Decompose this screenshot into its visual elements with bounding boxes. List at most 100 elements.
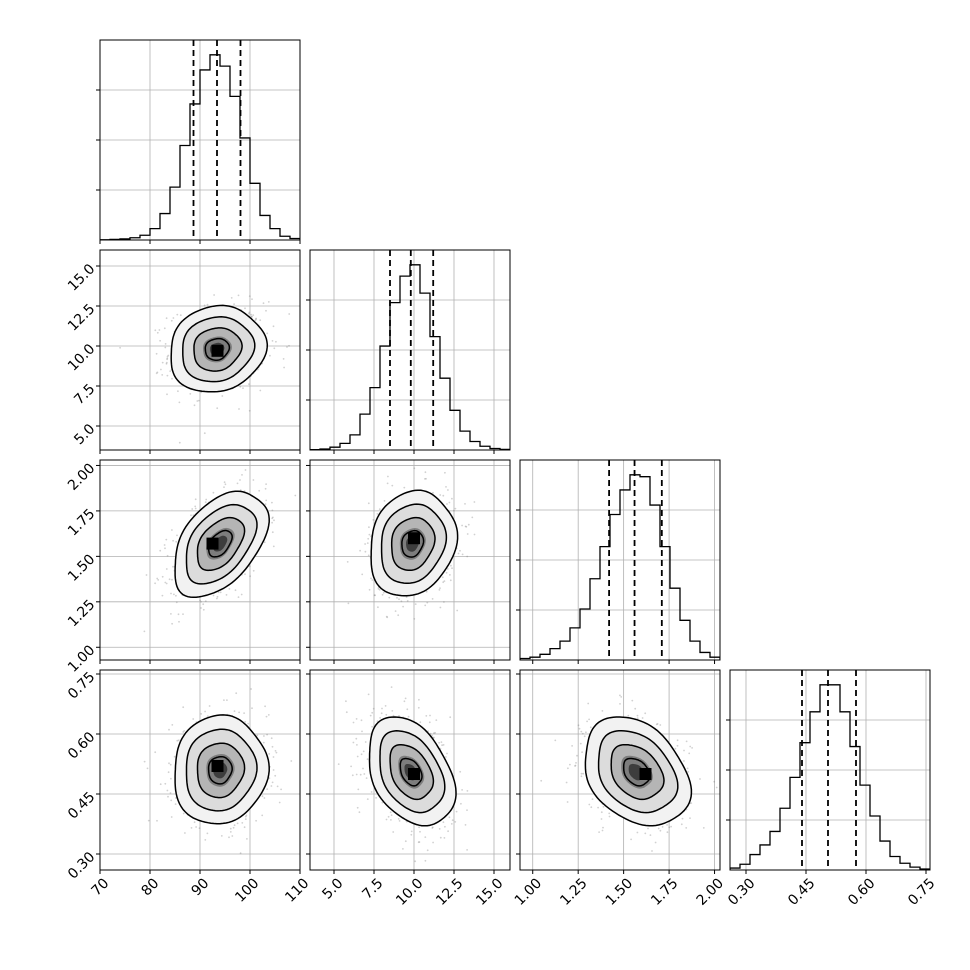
scatter-point (203, 304, 206, 307)
scatter-point (286, 346, 288, 348)
scatter-point (459, 770, 462, 773)
scatter-point (473, 501, 476, 503)
scatter-point (413, 618, 416, 620)
scatter-point (659, 724, 662, 726)
y-tick-label: 1.75 (65, 506, 98, 539)
x-tick-label: 5.0 (319, 875, 346, 902)
scatter-point (666, 831, 669, 834)
scatter-point (167, 354, 170, 357)
scatter-point (375, 797, 377, 799)
scatter-point (363, 773, 366, 775)
scatter-point (590, 806, 593, 809)
scatter-point (459, 549, 461, 552)
scatter-point (217, 591, 220, 594)
scatter-point (391, 710, 394, 712)
scatter-point (263, 735, 265, 737)
x-tick-label: 1.00 (512, 875, 545, 908)
scatter-point (351, 774, 354, 777)
scatter-point (431, 827, 434, 829)
scatter-point (406, 600, 409, 602)
scatter-point (368, 526, 370, 529)
scatter-point (166, 393, 168, 396)
scatter-point (413, 467, 416, 470)
scatter-point (447, 489, 449, 491)
scatter-point (379, 717, 381, 719)
scatter-point (377, 606, 379, 609)
scatter-point (290, 760, 293, 762)
scatter-point (176, 313, 179, 316)
scatter-point (165, 362, 168, 365)
contour-line-1 (196, 742, 246, 799)
scatter-point (398, 598, 400, 601)
scatter-point (451, 497, 453, 500)
scatter-point (425, 590, 428, 593)
scatter-point (261, 814, 264, 817)
contour-line-0 (207, 529, 233, 558)
scatter-point (170, 613, 172, 615)
scatter-point (163, 327, 166, 330)
scatter-point (619, 694, 621, 697)
scatter-point (244, 818, 247, 820)
scatter-point (424, 478, 426, 480)
scatter-point (263, 797, 266, 799)
scatter-point (262, 741, 265, 744)
scatter-point (588, 803, 591, 806)
scatter-point (238, 408, 240, 410)
x-tick-label: 15.0 (473, 875, 506, 908)
scatter-point (397, 818, 400, 820)
scatter-point (359, 773, 362, 776)
scatter-point (364, 550, 367, 553)
scatter-point (235, 692, 238, 695)
scatter-point (164, 346, 167, 349)
scatter-point (265, 715, 268, 718)
scatter-point (191, 508, 194, 510)
scatter-point (202, 603, 205, 606)
scatter-point (272, 545, 275, 548)
scatter-point (196, 400, 199, 402)
scatter-point (176, 534, 178, 537)
scatter-point (233, 303, 236, 305)
scatter-point (466, 849, 468, 851)
scatter-point (442, 494, 445, 497)
scatter-point (271, 531, 274, 534)
contour-line-2 (379, 730, 446, 814)
scatter-point (554, 739, 557, 742)
scatter-point (424, 836, 427, 838)
scatter-point (357, 788, 360, 791)
scatter-point (601, 710, 604, 712)
scatter-point (173, 755, 176, 758)
scatter-point (248, 409, 251, 412)
contour-line-2 (185, 503, 258, 585)
scatter-point (271, 517, 274, 520)
scatter-point (567, 767, 569, 770)
scatter-point (247, 722, 250, 725)
scatter-point (435, 719, 438, 721)
scatter-point (360, 719, 363, 722)
scatter-point (178, 441, 181, 444)
scatter-point (169, 763, 172, 766)
x-tick-label: 100 (232, 875, 262, 905)
scatter-point (443, 601, 445, 603)
scatter-point (689, 745, 692, 748)
scatter-point (367, 554, 370, 557)
scatter-point (267, 714, 270, 716)
scatter-point (471, 516, 474, 519)
contour-line-0 (401, 529, 425, 558)
scatter-point (461, 789, 463, 791)
scatter-point (282, 358, 285, 360)
scatter-point (466, 533, 469, 535)
scatter-point (600, 811, 603, 814)
scatter-point (580, 775, 583, 778)
scatter-point (182, 731, 185, 733)
scatter-point (173, 593, 175, 596)
scatter-point (418, 698, 420, 701)
scatter-point (243, 712, 246, 714)
scatter-point (588, 718, 590, 721)
scatter-point (391, 484, 394, 487)
y-tick-label: 1.00 (65, 642, 98, 675)
histogram-step (100, 54, 300, 240)
x-tick-label: 12.5 (433, 875, 466, 908)
scatter-point (255, 317, 257, 320)
scatter-point (212, 594, 215, 597)
scatter-point (213, 294, 216, 296)
